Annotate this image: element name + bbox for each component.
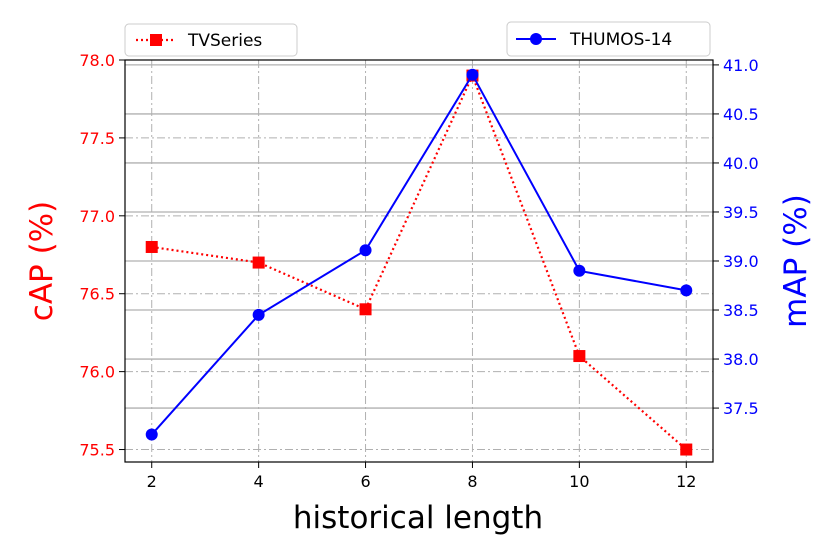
data-point-circle bbox=[359, 244, 372, 257]
left-y-tick-label: 76.5 bbox=[79, 285, 115, 304]
right-y-tick-label: 39.5 bbox=[723, 203, 759, 222]
right-y-tick-label: 40.5 bbox=[723, 105, 759, 124]
legend-marker-tvseries bbox=[150, 34, 162, 46]
x-tick-label: 4 bbox=[254, 472, 264, 491]
data-point-circle bbox=[573, 264, 586, 277]
left-y-axis-title: cAP (%) bbox=[24, 201, 60, 321]
left-y-tick-label: 76.0 bbox=[79, 363, 115, 382]
x-tick-label: 8 bbox=[467, 472, 477, 491]
data-point-circle bbox=[145, 428, 158, 441]
data-point-circle bbox=[252, 308, 265, 321]
right-y-tick-label: 37.5 bbox=[723, 399, 759, 418]
left-y-tick-label: 75.5 bbox=[79, 441, 115, 460]
left-y-tick-label: 78.0 bbox=[79, 51, 115, 70]
right-y-tick-label: 38.5 bbox=[723, 301, 759, 320]
right-y-tick-label: 41.0 bbox=[723, 56, 759, 75]
right-y-tick-label: 38.0 bbox=[723, 350, 759, 369]
x-tick-label: 12 bbox=[676, 472, 696, 491]
right-y-tick-label: 39.0 bbox=[723, 252, 759, 271]
legend-label-thumos: THUMOS-14 bbox=[569, 30, 672, 50]
right-y-tick-label: 40.0 bbox=[723, 154, 759, 173]
legend-box-right bbox=[506, 21, 711, 57]
legend-box-left bbox=[124, 23, 298, 57]
data-point-square bbox=[680, 443, 693, 456]
data-point-square bbox=[573, 350, 586, 363]
legend-marker-thumos bbox=[530, 33, 542, 45]
data-point-square bbox=[359, 303, 372, 316]
data-point-circle bbox=[680, 284, 693, 297]
x-tick-label: 2 bbox=[147, 472, 157, 491]
x-axis-title: historical length bbox=[293, 500, 543, 536]
data-point-square bbox=[252, 256, 265, 269]
data-point-circle bbox=[466, 68, 479, 81]
left-y-tick-label: 77.0 bbox=[79, 207, 115, 226]
x-tick-label: 6 bbox=[360, 472, 370, 491]
right-y-axis-title: mAP (%) bbox=[778, 194, 814, 328]
series-line-tvseries bbox=[151, 72, 687, 451]
x-tick-label: 10 bbox=[569, 472, 589, 491]
series-line-thumos-14 bbox=[150, 72, 687, 436]
left-y-tick-label: 77.5 bbox=[79, 129, 115, 148]
data-point-square bbox=[145, 240, 158, 253]
legend-label-tvseries: TVSeries bbox=[187, 31, 262, 51]
